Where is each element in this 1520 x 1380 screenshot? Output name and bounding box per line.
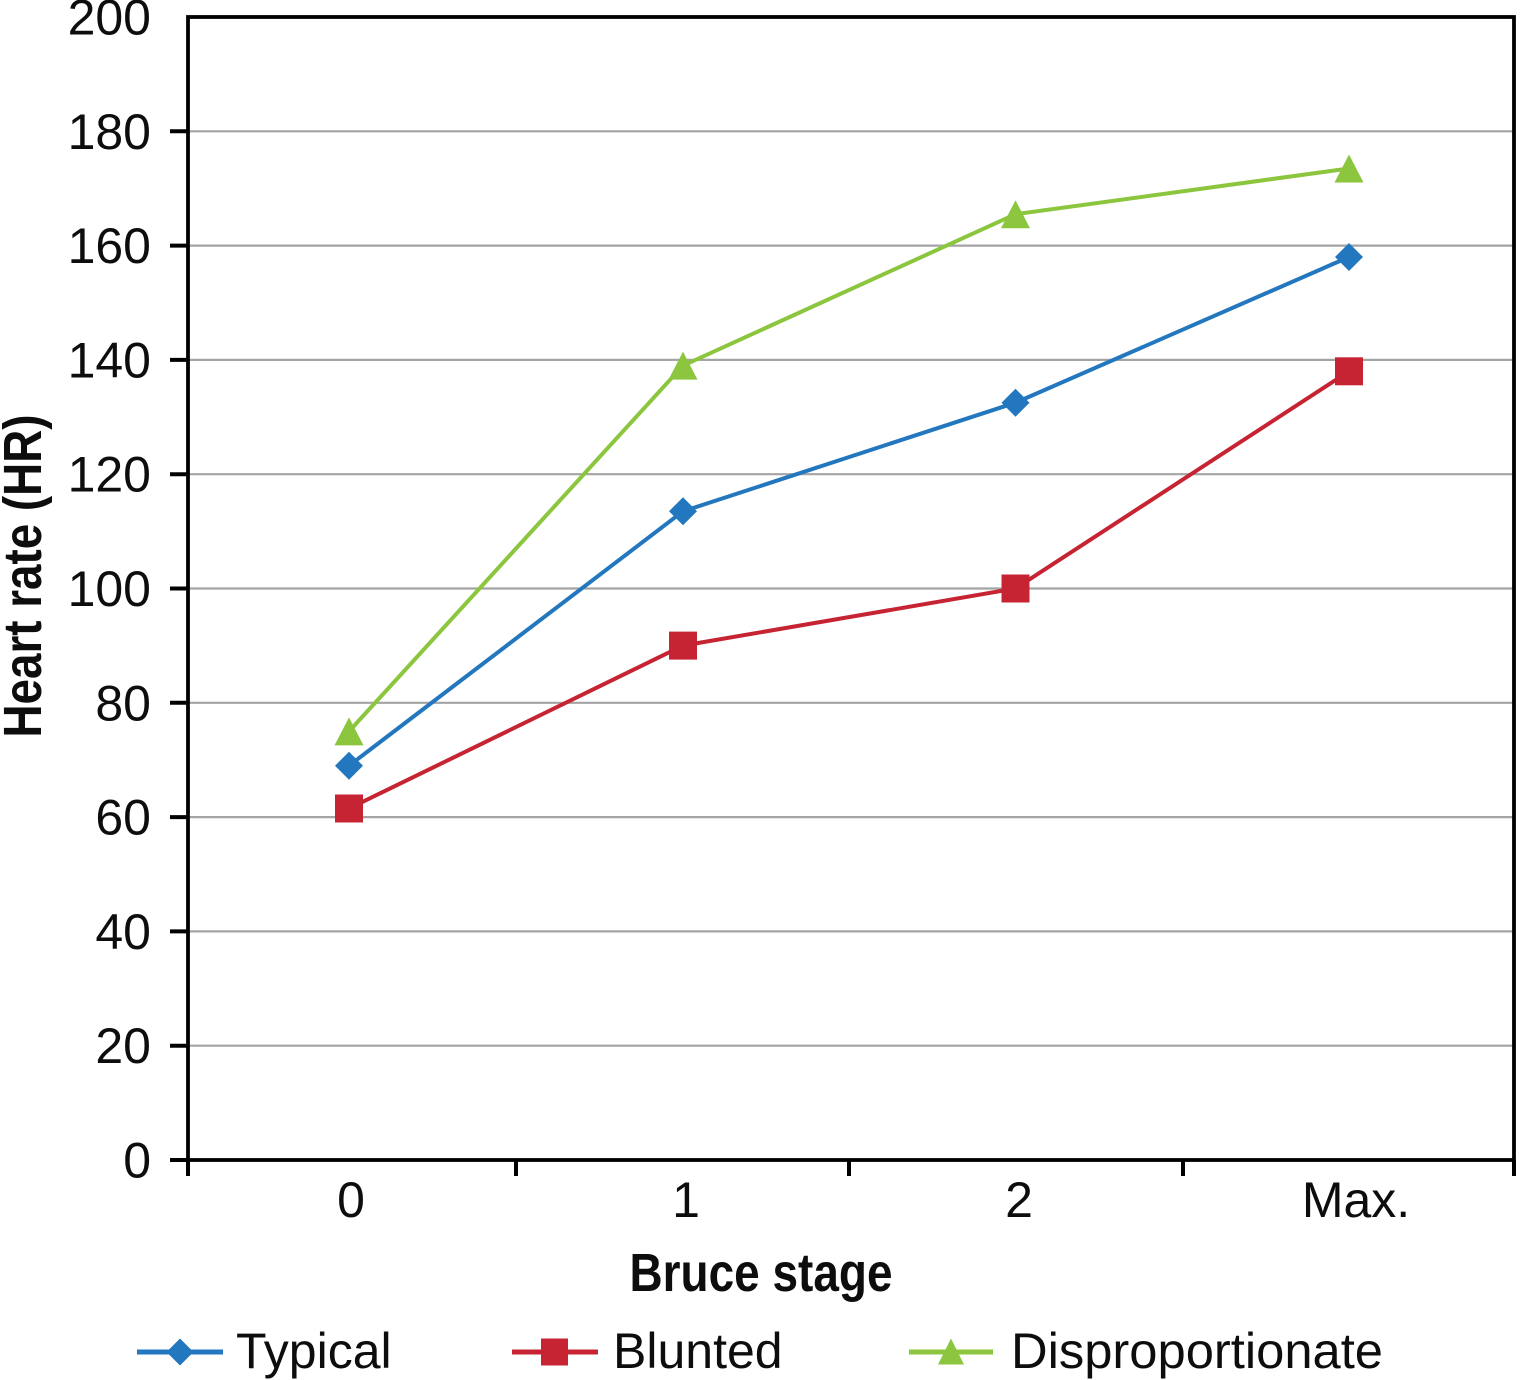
svg-text:0: 0 — [123, 1133, 151, 1189]
svg-text:60: 60 — [95, 790, 151, 846]
svg-text:Bruce stage: Bruce stage — [630, 1243, 893, 1303]
svg-text:200: 200 — [68, 0, 151, 46]
svg-text:Typical: Typical — [236, 1323, 392, 1379]
svg-text:20: 20 — [95, 1018, 151, 1074]
svg-text:Max.: Max. — [1302, 1172, 1410, 1228]
svg-text:40: 40 — [95, 904, 151, 960]
svg-text:80: 80 — [95, 675, 151, 731]
svg-text:120: 120 — [68, 447, 151, 503]
svg-text:180: 180 — [68, 104, 151, 160]
svg-text:Blunted: Blunted — [613, 1323, 783, 1379]
svg-text:160: 160 — [68, 218, 151, 274]
svg-text:Heart rate (HR): Heart rate (HR) — [0, 415, 53, 738]
svg-text:2: 2 — [1005, 1172, 1033, 1228]
svg-text:0: 0 — [337, 1172, 365, 1228]
svg-text:140: 140 — [68, 332, 151, 388]
svg-text:Disproportionate: Disproportionate — [1011, 1323, 1383, 1379]
svg-text:1: 1 — [672, 1172, 700, 1228]
svg-text:100: 100 — [68, 561, 151, 617]
